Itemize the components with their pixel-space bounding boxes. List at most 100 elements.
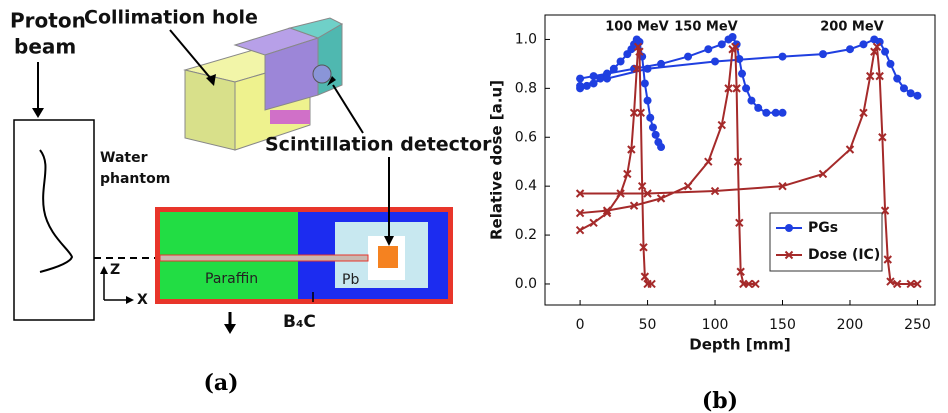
y-tick-label: 0.4 (515, 178, 537, 194)
legend-label: PGs (808, 220, 838, 236)
point (747, 96, 756, 105)
point (886, 59, 895, 68)
point (886, 277, 895, 286)
point (576, 74, 585, 83)
point (906, 279, 915, 289)
plot-frame (544, 14, 936, 306)
point (778, 108, 787, 117)
collimation-hole-label: Collimation hole (84, 7, 258, 29)
point (778, 181, 787, 191)
point (744, 279, 753, 289)
depth-profile (39, 149, 74, 273)
point (704, 157, 713, 166)
point (629, 201, 639, 210)
model-base (270, 110, 310, 124)
point (710, 186, 720, 196)
energy-annotation: 150 MeV (674, 20, 737, 35)
pointer (169, 29, 213, 81)
x-axis-label: Depth [mm] (689, 336, 790, 354)
point (635, 47, 644, 56)
proton-beam-label: Proton (10, 9, 86, 33)
point (736, 267, 745, 276)
arrow-head (100, 266, 108, 274)
point (751, 279, 760, 289)
caption-b: (b) (702, 388, 738, 413)
point (646, 113, 655, 122)
y-tick-label: 0.0 (515, 276, 537, 292)
legend-label: Dose (IC) (808, 247, 880, 263)
point (754, 103, 763, 112)
point (735, 55, 744, 64)
point (632, 64, 641, 74)
panel-b: 0.0 0.2 0.4 0.6 0.8 1.0 0 50 100 150 200 250 Depth [… (488, 14, 936, 354)
point (717, 120, 726, 130)
point (609, 64, 618, 73)
point (859, 108, 868, 118)
caption-a: (a) (203, 370, 238, 396)
point (657, 59, 666, 68)
x-tick-label: 250 (904, 317, 931, 333)
point (643, 96, 652, 105)
arrow-head (126, 296, 134, 304)
point (602, 206, 612, 215)
point (616, 57, 625, 66)
legend-box (769, 212, 883, 272)
point (818, 169, 828, 179)
point (575, 225, 585, 235)
point (735, 218, 744, 228)
point (602, 208, 612, 218)
model-detector (312, 64, 332, 84)
point (589, 72, 598, 81)
pointer (332, 84, 364, 134)
legend-marker (785, 224, 793, 232)
point (575, 208, 585, 218)
point (733, 157, 743, 166)
point (738, 69, 747, 78)
point (717, 40, 726, 49)
point (845, 145, 855, 154)
proton-beam-label: beam (14, 35, 76, 59)
point (639, 243, 648, 252)
arrow-head (32, 108, 44, 118)
point (728, 33, 737, 42)
y-tick-label: 0.8 (515, 80, 537, 96)
energy-annotation: 200 MeV (820, 20, 883, 35)
point (651, 130, 660, 139)
point (627, 145, 636, 154)
point (866, 71, 875, 81)
point (880, 206, 890, 215)
point (899, 84, 908, 93)
y-tick-label: 0.2 (515, 227, 537, 243)
b4c-label: B₄C (283, 312, 316, 332)
paraffin-label: Paraffin (205, 271, 258, 287)
point (648, 123, 657, 132)
water-phantom (13, 119, 95, 321)
point (575, 189, 585, 198)
y-tick-label: 0.6 (515, 129, 537, 145)
water-phantom-label: Water (100, 150, 148, 166)
point (859, 40, 868, 49)
point (636, 108, 646, 118)
point (640, 272, 650, 281)
energy-annotation: 100 MeV (605, 20, 668, 35)
x-tick-label: 100 (702, 317, 729, 333)
point (684, 52, 693, 61)
point (629, 108, 639, 118)
legend-marker (784, 250, 794, 260)
y-tick-label: 1.0 (515, 31, 537, 47)
point (913, 279, 922, 289)
point (616, 189, 625, 198)
point (596, 74, 605, 83)
point (845, 45, 854, 54)
point (878, 133, 887, 142)
point (643, 189, 652, 198)
point (683, 181, 693, 191)
point (589, 218, 598, 228)
point (643, 64, 652, 73)
point (893, 279, 902, 289)
x-tick-label: 0 (576, 317, 585, 333)
z-label: Z (110, 262, 120, 278)
point (704, 45, 713, 54)
point (724, 84, 733, 93)
